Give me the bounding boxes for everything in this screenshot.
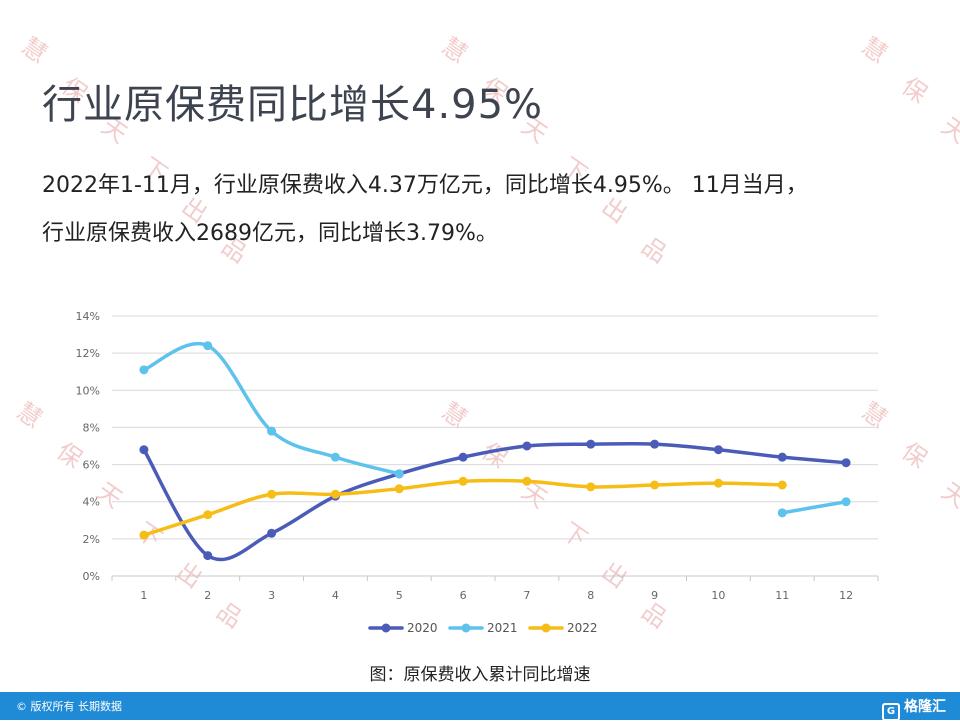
data-point-2020 bbox=[777, 452, 787, 462]
data-point-2022 bbox=[522, 476, 532, 486]
data-point-2022 bbox=[267, 489, 277, 499]
x-tick-label: 5 bbox=[396, 589, 403, 602]
copyright-text: © 版权所有 长期数据 bbox=[16, 700, 122, 713]
page-title: 行业原保费同比增长4.95% bbox=[42, 82, 544, 128]
data-point-2022 bbox=[394, 484, 404, 494]
x-tick-label: 6 bbox=[460, 589, 467, 602]
x-tick-label: 2 bbox=[204, 589, 211, 602]
legend-marker-2021 bbox=[461, 623, 471, 633]
data-point-2021 bbox=[203, 341, 213, 351]
data-point-2020 bbox=[586, 439, 596, 449]
data-point-2020 bbox=[522, 441, 532, 451]
data-point-2022 bbox=[777, 480, 787, 490]
chart-legend: 2020 2021 2022 bbox=[368, 621, 598, 635]
y-tick-label: 4% bbox=[83, 496, 100, 509]
legend-marker-2020 bbox=[381, 623, 391, 633]
series-line-2021 bbox=[142, 341, 401, 476]
data-point-2021 bbox=[841, 497, 851, 507]
chart-caption: 图：原保费收入累计同比增速 bbox=[369, 665, 591, 685]
series-2022 bbox=[139, 476, 787, 540]
data-point-2020 bbox=[139, 445, 149, 455]
data-point-2020 bbox=[650, 439, 660, 449]
series-line-2022 bbox=[142, 478, 784, 537]
chart-axes: 0%2%4%6%8%10%12%14%1 2 3 4 5 6 7 8 9 10 11 12 bbox=[76, 310, 879, 602]
chart-series bbox=[139, 341, 851, 562]
data-point-2022 bbox=[713, 478, 723, 488]
brand-logo: G 格隆汇 bbox=[882, 696, 946, 721]
data-point-2020 bbox=[713, 445, 723, 455]
y-tick-label: 10% bbox=[76, 384, 100, 397]
data-point-2021 bbox=[330, 452, 340, 462]
x-tick-label: 1 bbox=[140, 589, 147, 602]
x-tick-label: 8 bbox=[587, 589, 594, 602]
y-tick-label: 8% bbox=[83, 421, 100, 434]
chart-gridlines bbox=[112, 315, 878, 577]
legend-marker-2022 bbox=[541, 623, 551, 633]
y-tick-label: 0% bbox=[83, 570, 100, 583]
legend-label-2020: 2020 bbox=[407, 621, 438, 635]
legend-item-2020: 2020 bbox=[368, 621, 438, 635]
data-point-2021 bbox=[139, 365, 149, 375]
data-point-2022 bbox=[650, 480, 660, 490]
data-point-2020 bbox=[841, 458, 851, 468]
footer-bar: © 版权所有 长期数据 G 格隆汇 bbox=[0, 692, 960, 721]
legend-label-2021: 2021 bbox=[487, 621, 518, 635]
x-tick-label: 4 bbox=[332, 589, 339, 602]
x-tick-label: 12 bbox=[839, 589, 853, 602]
data-point-2022 bbox=[586, 482, 596, 492]
data-point-2022 bbox=[203, 510, 213, 520]
data-point-2020 bbox=[267, 528, 277, 538]
x-tick-label: 3 bbox=[268, 589, 275, 602]
y-tick-label: 6% bbox=[83, 459, 100, 472]
summary-line-1: 2022年1-11月，行业原保费收入4.37万亿元，同比增长4.95%。 11月… bbox=[42, 173, 808, 198]
data-point-2022 bbox=[139, 530, 149, 540]
brand-logo-text: 格隆汇 bbox=[904, 699, 946, 715]
legend-item-2022: 2022 bbox=[528, 621, 598, 635]
data-point-2020 bbox=[203, 551, 213, 561]
x-tick-label: 10 bbox=[711, 589, 725, 602]
logo-icon: G bbox=[882, 703, 900, 721]
summary-line-2: 行业原保费收入2689亿元，同比增长3.79%。 bbox=[42, 221, 498, 246]
data-point-2022 bbox=[330, 489, 340, 499]
y-tick-label: 12% bbox=[76, 347, 100, 360]
data-point-2021 bbox=[394, 469, 404, 479]
y-tick-label: 2% bbox=[83, 533, 100, 546]
summary-text: 2022年1-11月，行业原保费收入4.37万亿元，同比增长4.95%。 11月… bbox=[42, 162, 932, 258]
x-tick-label: 9 bbox=[651, 589, 658, 602]
x-tick-label: 7 bbox=[523, 589, 530, 602]
legend-item-2021: 2021 bbox=[448, 621, 518, 635]
x-tick-label: 11 bbox=[775, 589, 789, 602]
series-2021 bbox=[139, 341, 851, 518]
data-point-2021 bbox=[267, 426, 277, 436]
y-tick-label: 14% bbox=[76, 310, 100, 323]
data-point-2021 bbox=[777, 508, 787, 518]
data-point-2022 bbox=[458, 476, 468, 486]
growth-line-chart: 0%2%4%6%8%10%12%14%1 2 3 4 5 6 7 8 9 10 11 12 2020 2… bbox=[76, 310, 879, 635]
series-line-2021 bbox=[780, 499, 848, 515]
data-point-2020 bbox=[458, 452, 468, 462]
legend-label-2022: 2022 bbox=[567, 621, 598, 635]
